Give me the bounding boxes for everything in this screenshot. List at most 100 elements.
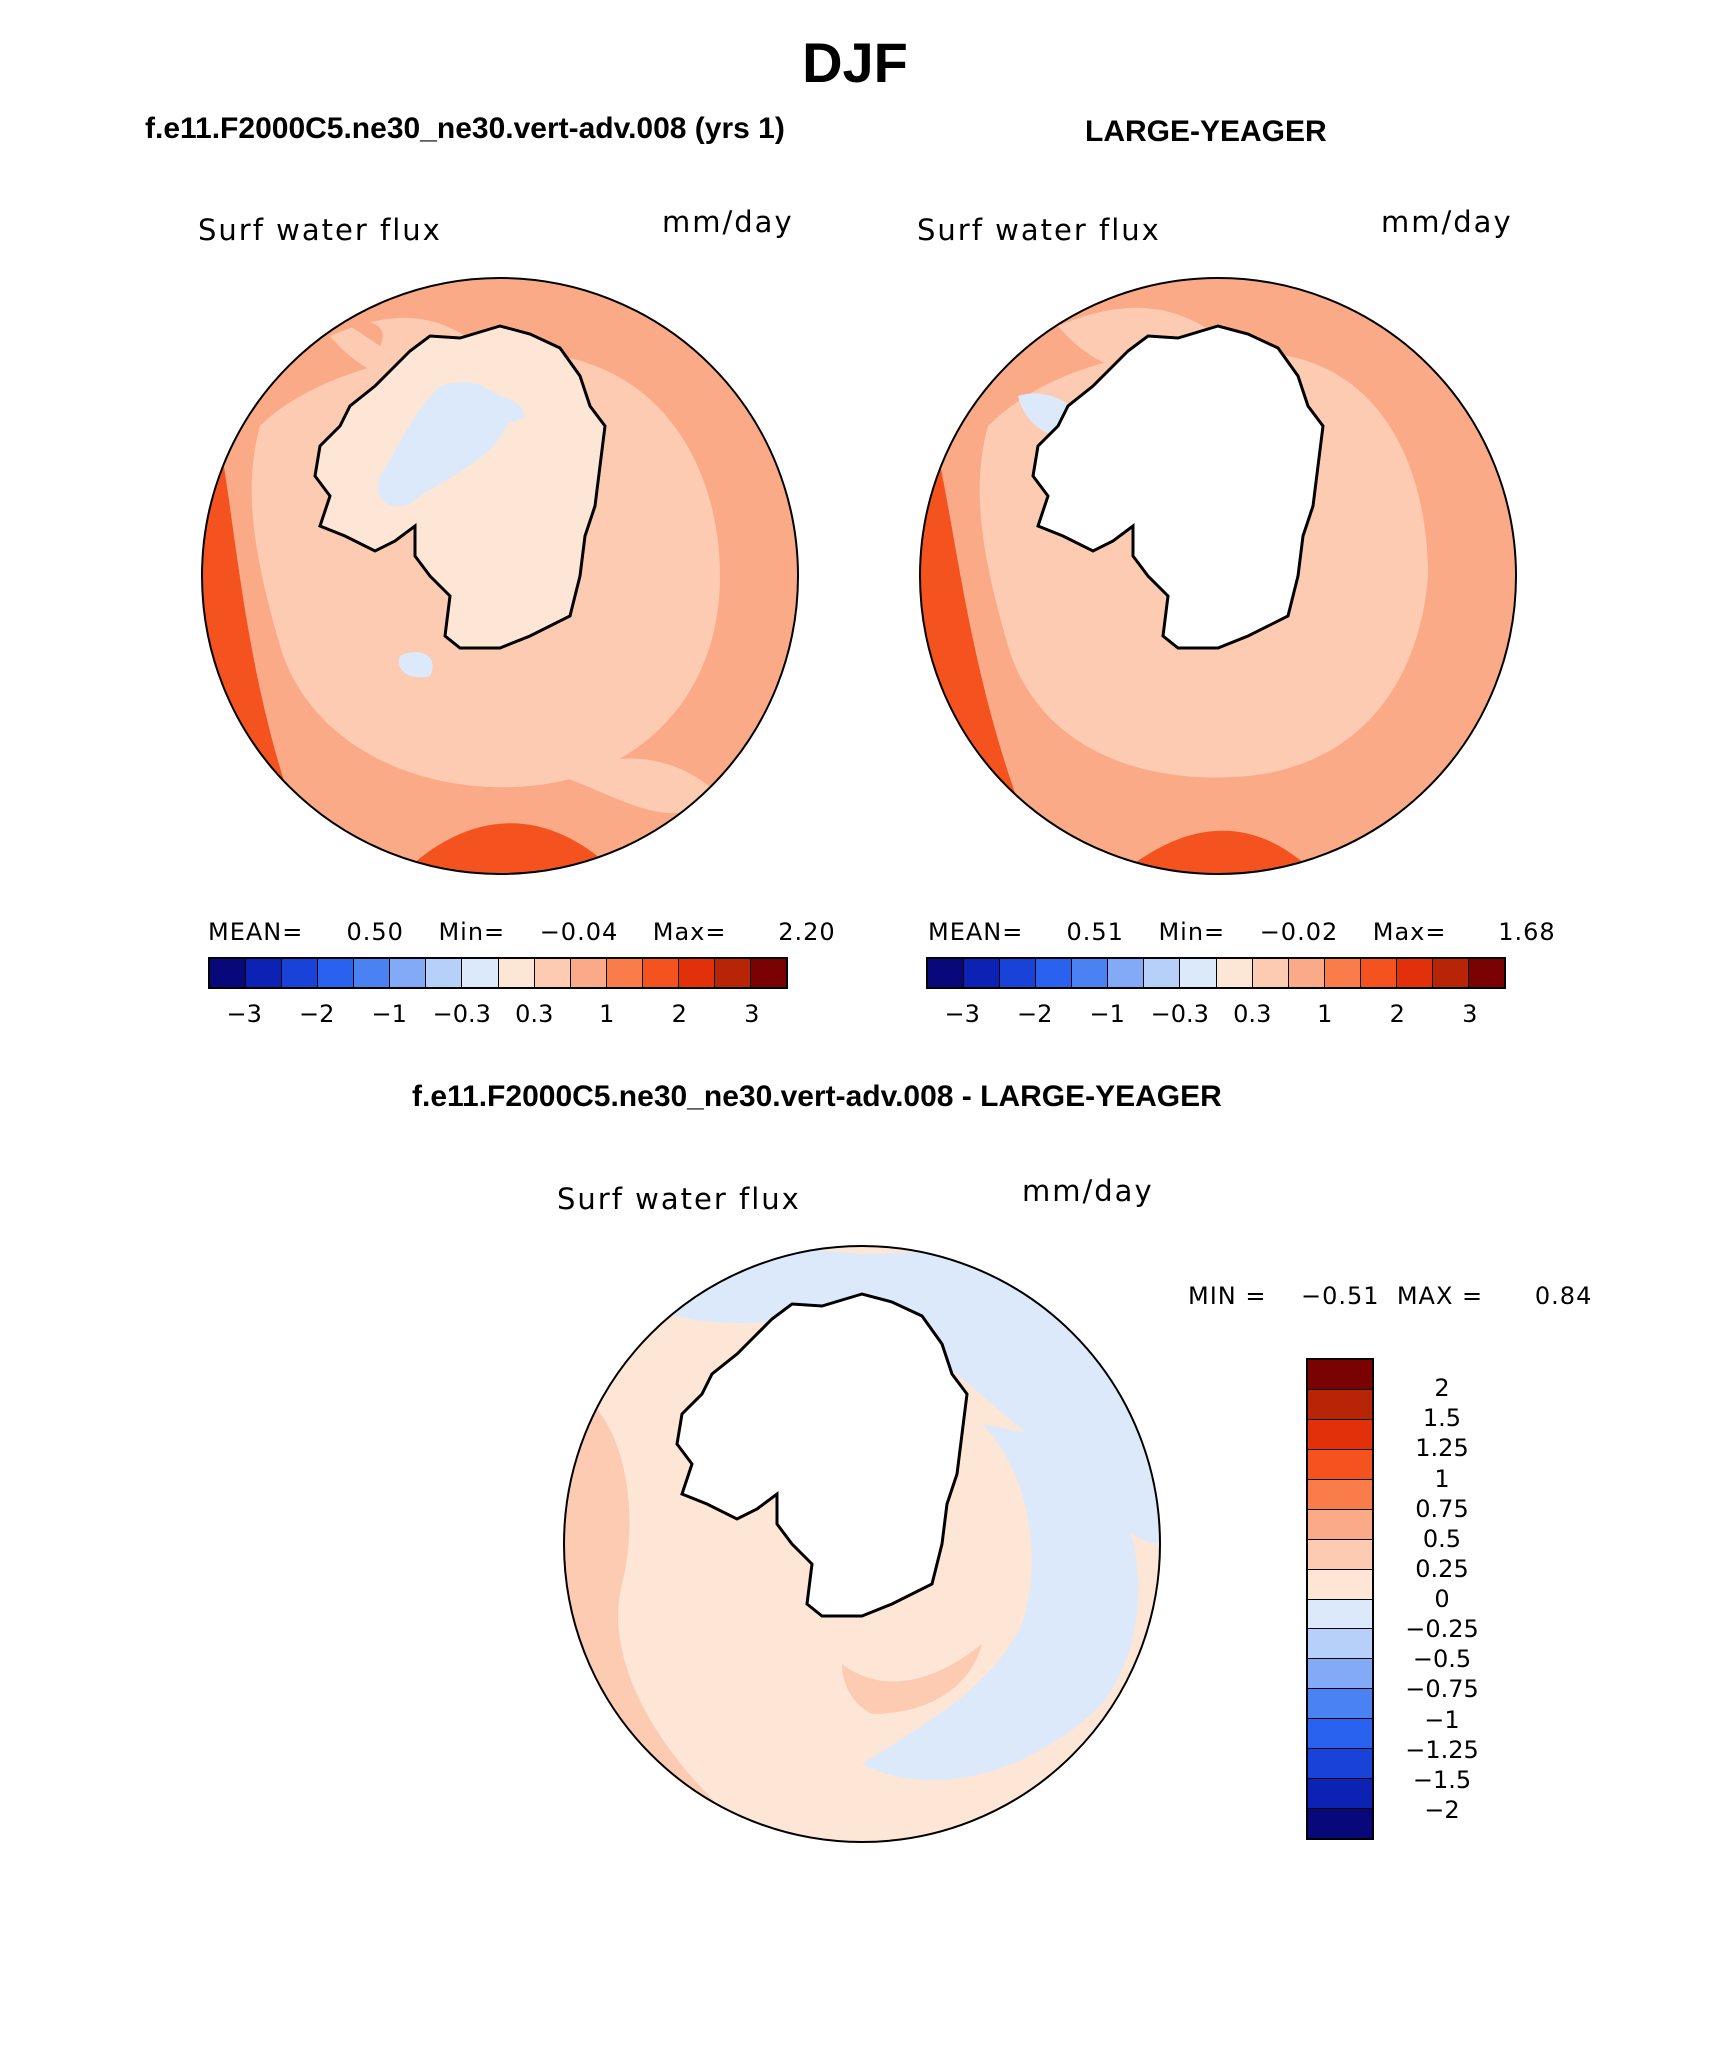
colorbar-swatch [1308,1719,1372,1750]
colorbar-swatch [462,959,499,987]
colorbar-tick-label: 0.75 [1415,1494,1469,1523]
colorbar-swatch [1308,1419,1372,1450]
colorbar-swatch [1216,959,1253,987]
diff-stats: MIN = −0.51 MAX = 0.84 [1188,1282,1592,1310]
colorbar-tick-label: −0.5 [1412,1645,1472,1674]
antarctica-outline [313,324,607,650]
colorbar-swatch [714,959,751,987]
colorbar-tick-label: 1 [1317,1000,1333,1028]
min-value: −0.02 [1259,918,1339,946]
diff-units-label: mm/day [1022,1174,1154,1208]
colorbar-swatch [1288,959,1325,987]
colorbar-swatch [1108,959,1145,987]
colorbar-swatch [928,959,965,987]
colorbar-tick-label: 1 [1434,1464,1450,1493]
colorbar-swatch [210,959,247,987]
diff-variable-label: Surf water flux [557,1182,801,1216]
high-flux-region-south [1118,830,1318,874]
strong-negative-patch [642,1264,684,1308]
colorbar-tick-label: −1 [371,1000,407,1028]
colorbar-tick-label: 1.25 [1415,1434,1469,1463]
colorbar-swatch [498,959,535,987]
colorbar-tick-label: −2 [1424,1795,1460,1824]
colorbar-tick-label: 0.3 [515,1000,554,1028]
diff-colorbar-ticks: 2 1.5 1.25 1 0.75 0.5 0.25 0 −0.25 −0.5 −0.75 −1 −1.… [1382,1358,1502,1840]
colorbar-swatch [1036,959,1073,987]
panel1-case-title: f.e11.F2000C5.ne30_ne30.vert-adv.008 (yr… [145,112,785,145]
min-label: Min= [438,918,506,946]
max-value: 1.68 [1498,918,1556,946]
panel1-colorbar [208,957,788,989]
colorbar-swatch [354,959,391,987]
colorbar-swatch [1252,959,1289,987]
colorbar-tick-label: 0.5 [1422,1524,1462,1553]
page-title: DJF [802,31,908,94]
colorbar-swatch [534,959,571,987]
panel1-units-label: mm/day [662,205,794,239]
colorbar-tick-label: −3 [944,1000,980,1028]
colorbar-swatch [1360,959,1397,987]
panel1-colorbar-ticks: −3 −2 −1 −0.3 0.3 1 2 3 [208,1000,788,1030]
colorbar-tick-label: −1.25 [1405,1735,1479,1764]
colorbar-swatch [1308,1389,1372,1420]
colorbar-swatch [1308,1449,1372,1480]
colorbar-tick-label: −2 [299,1000,335,1028]
mean-value: 0.50 [346,918,404,946]
colorbar-swatch [1308,1479,1372,1510]
max-value: 0.84 [1534,1282,1593,1310]
colorbar-swatch [1432,959,1469,987]
diff-colorbar [1306,1358,1374,1840]
panel2-case-title: LARGE-YEAGER [1085,115,1327,148]
colorbar-tick-label: −3 [226,1000,262,1028]
colorbar-swatch [318,959,355,987]
colorbar-swatch [1308,1569,1372,1600]
panel1-variable-label: Surf water flux [198,213,442,247]
colorbar-swatch [678,959,715,987]
colorbar-swatch [1308,1599,1372,1630]
min-value: −0.04 [539,918,619,946]
colorbar-swatch [1308,1659,1372,1690]
colorbar-swatch [606,959,643,987]
mean-label: MEAN= [928,918,1024,946]
panel2-colorbar-ticks: −3 −2 −1 −0.3 0.3 1 2 3 [926,1000,1506,1030]
colorbar-tick-label: 2 [671,1000,687,1028]
colorbar-tick-label: −2 [1017,1000,1053,1028]
max-label: Max= [1372,918,1447,946]
colorbar-swatch [426,959,463,987]
colorbar-tick-label: 1.5 [1422,1404,1462,1433]
colorbar-swatch [1308,1779,1372,1810]
colorbar-tick-label: 2 [1389,1000,1405,1028]
panel2-colorbar [926,957,1506,989]
max-value: 2.20 [778,918,836,946]
colorbar-swatch [642,959,679,987]
colorbar-tick-label: 3 [744,1000,760,1028]
antarctica-outline [1031,324,1325,650]
panel1-polar-map [201,277,799,875]
colorbar-tick-label: 1 [599,1000,615,1028]
panel2-polar-map [919,277,1517,875]
colorbar-swatch [1308,1809,1372,1838]
colorbar-swatch [1396,959,1433,987]
negative-flux-interior [378,382,510,507]
colorbar-swatch [1308,1539,1372,1570]
colorbar-tick-label: −1.5 [1412,1765,1472,1794]
colorbar-swatch [1308,1360,1372,1390]
colorbar-tick-label: −1 [1089,1000,1125,1028]
negative-diff-region-north [622,1246,1160,1544]
mean-label: MEAN= [208,918,304,946]
panel2-units-label: mm/day [1381,205,1513,239]
colorbar-swatch [964,959,1001,987]
colorbar-tick-label: −0.3 [432,1000,491,1028]
colorbar-tick-label: −0.3 [1150,1000,1209,1028]
colorbar-tick-label: 0.25 [1415,1554,1469,1583]
negative-diff-region-east [862,1424,1139,1781]
colorbar-swatch [1308,1509,1372,1540]
colorbar-swatch [1180,959,1217,987]
colorbar-tick-label: 0 [1434,1585,1450,1613]
colorbar-swatch [1308,1749,1372,1780]
min-label: MIN = [1188,1282,1267,1310]
colorbar-swatch [1000,959,1037,987]
colorbar-swatch [390,959,427,987]
min-label: Min= [1158,918,1226,946]
colorbar-tick-label: −1 [1424,1705,1460,1734]
